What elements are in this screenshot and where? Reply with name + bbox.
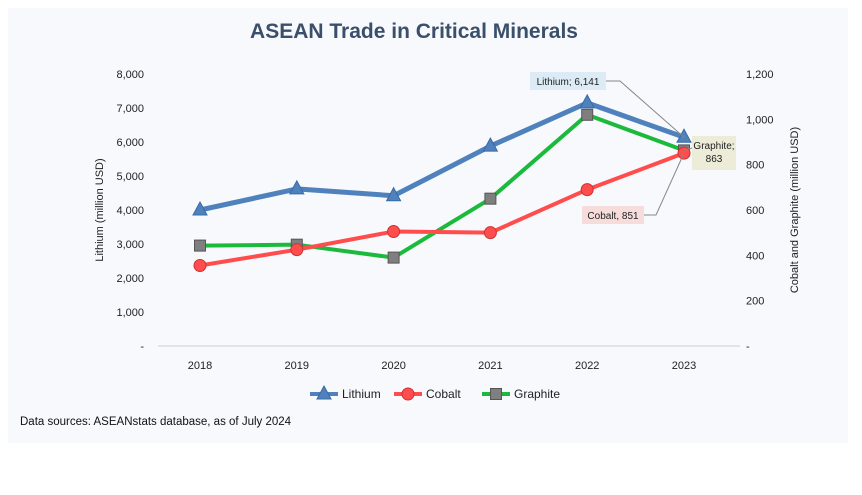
legend-label: Lithium xyxy=(342,387,381,401)
graphite-label-text: Graphite; xyxy=(693,141,734,152)
lithium-point xyxy=(288,179,305,195)
legend-item-lithium: Lithium xyxy=(310,384,381,401)
graphite-point xyxy=(484,192,497,205)
lithium-line xyxy=(197,100,687,213)
cobalt-label-text: Cobalt, 851 xyxy=(587,211,639,222)
y-left-tick-label: 7,000 xyxy=(116,103,144,115)
graphite-line xyxy=(198,112,686,260)
line-chart: ASEAN Trade in Critical Minerals - 1,000 2… xyxy=(20,20,801,428)
cobalt-point xyxy=(580,183,594,197)
legend-swatch-marker xyxy=(490,388,502,400)
y-right-tick-label: 800 xyxy=(746,160,764,172)
y-right-tick-label: 1,200 xyxy=(746,69,774,81)
axes: - 1,000 2,000 3,000 4,000 5,000 6,000 7,000 8,00… xyxy=(94,69,801,372)
legend-swatch-marker xyxy=(401,387,415,401)
cobalt-point xyxy=(483,226,497,240)
y-right-tick-label: - xyxy=(746,341,750,353)
data-source-note: Data sources: ASEANstats database, as of… xyxy=(20,416,292,428)
lithium-label-text: Lithium; 6,141 xyxy=(537,77,600,88)
lithium-callout: Lithium; 6,141 xyxy=(530,72,685,138)
legend-item-cobalt: Cobalt xyxy=(394,387,461,401)
y-right-tick-label: 400 xyxy=(746,250,764,262)
cobalt-callout: Cobalt, 851 xyxy=(582,152,685,224)
chart-panel: ASEAN Trade in Critical Minerals - 1,000 2… xyxy=(8,8,848,443)
x-tick-label: 2019 xyxy=(285,360,309,372)
cobalt-point xyxy=(290,243,304,257)
x-tick-label: 2020 xyxy=(381,360,405,372)
series-graphite xyxy=(194,108,690,264)
lithium-leader-line xyxy=(606,80,685,138)
y-right-tick-label: 600 xyxy=(746,205,764,217)
y-right-tick-label: 1,000 xyxy=(746,114,774,126)
chart-title: ASEAN Trade in Critical Minerals xyxy=(250,20,578,43)
graphite-point xyxy=(194,239,206,252)
cobalt-point xyxy=(387,225,401,239)
annotation-layer: Lithium; 6,141 Graphite; 863 Cobalt, 851 xyxy=(530,72,736,224)
series-cobalt xyxy=(193,146,691,273)
y-left-tick-label: 8,000 xyxy=(116,69,144,81)
cobalt-leader-line xyxy=(644,152,685,216)
y-right-tick-label: 200 xyxy=(746,296,764,308)
legend: Lithium Cobalt Graphite xyxy=(310,384,560,401)
y-left-tick-label: 6,000 xyxy=(116,137,144,149)
graphite-callout: Graphite; 863 xyxy=(683,136,736,170)
y-right-axis-title: Cobalt and Graphite (million USD) xyxy=(789,127,801,293)
y-left-tick-label: 3,000 xyxy=(116,239,144,251)
y-left-tick-label: 2,000 xyxy=(116,273,144,285)
legend-item-graphite: Graphite xyxy=(482,387,560,401)
cobalt-line xyxy=(198,151,686,268)
y-left-tick-label: 4,000 xyxy=(116,205,144,217)
graphite-label-text: 863 xyxy=(706,154,723,165)
lithium-point xyxy=(482,137,499,152)
legend-swatch-marker xyxy=(316,384,332,400)
lithium-point xyxy=(579,93,596,109)
lithium-point xyxy=(676,128,692,143)
y-left-tick-label: - xyxy=(140,341,144,353)
cobalt-point xyxy=(193,259,207,273)
legend-label: Graphite xyxy=(514,387,560,401)
graphite-point xyxy=(387,251,400,264)
lithium-label-box xyxy=(530,72,606,90)
graphite-leader-line xyxy=(683,147,693,151)
x-tick-label: 2023 xyxy=(672,360,696,372)
lithium-point xyxy=(192,200,208,216)
x-tick-label: 2021 xyxy=(478,360,502,372)
y-left-tick-label: 1,000 xyxy=(116,307,144,319)
graphite-label-box xyxy=(692,136,736,170)
lithium-point xyxy=(385,186,402,202)
series-layer xyxy=(192,93,692,273)
y-left-axis-title: Lithium (million USD) xyxy=(94,158,106,261)
graphite-point xyxy=(581,108,594,121)
y-left-tick-label: 5,000 xyxy=(116,171,144,183)
legend-label: Cobalt xyxy=(426,387,461,401)
x-tick-label: 2022 xyxy=(575,360,599,372)
cobalt-label-box xyxy=(582,206,644,224)
x-tick-label: 2018 xyxy=(188,360,212,372)
series-lithium xyxy=(192,93,692,216)
